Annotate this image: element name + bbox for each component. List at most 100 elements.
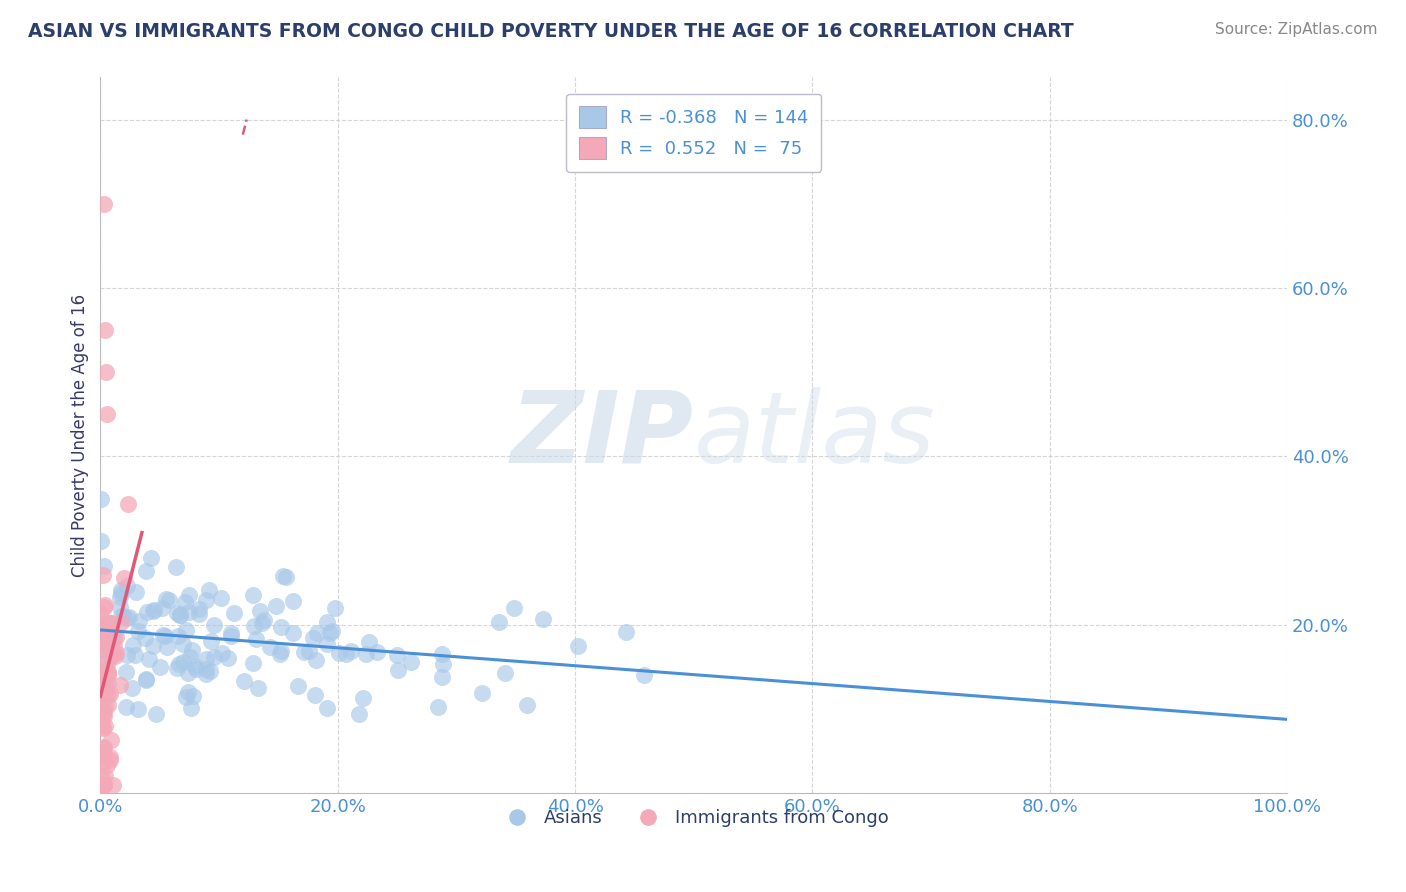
Point [502,600,524,615]
Point [115,611,138,625]
Point [91,747,114,761]
Point [135,564,157,578]
Point [305,653,328,667]
Point [110,615,132,629]
Point [125,584,148,599]
Point [165,559,187,574]
Point [184,659,207,673]
Point [177,685,200,699]
Point [97,655,120,669]
Point [118,609,141,624]
Point [91,637,114,651]
Point [488,615,510,630]
Point [567,639,589,653]
Point [89,607,111,621]
Point [115,700,138,714]
Point [98,615,121,630]
Point [94,598,117,612]
Point [174,623,197,637]
Point [93,721,115,735]
Point [91,778,114,792]
Point [94,323,117,337]
Legend: Asians, Immigrants from Congo: Asians, Immigrants from Congo [492,802,896,834]
Point [115,648,138,662]
Point [97,667,120,681]
Point [316,615,339,629]
Point [169,608,191,623]
Point [93,668,115,682]
Point [352,691,374,706]
Point [186,662,208,676]
Point [281,593,304,607]
Point [179,650,201,665]
Point [633,668,655,682]
Point [298,644,321,658]
Point [166,661,188,675]
Point [93,778,115,792]
Point [366,645,388,659]
Point [194,651,217,665]
Point [93,621,115,635]
Point [316,701,339,715]
Point [211,646,233,660]
Point [143,602,166,616]
Point [110,678,132,692]
Point [97,665,120,680]
Point [470,686,492,700]
Point [124,648,146,662]
Point [269,647,291,661]
Point [181,689,204,703]
Point [91,756,114,770]
Point [181,643,204,657]
Point [304,688,326,702]
Point [90,673,112,688]
Point [93,750,115,764]
Point [174,690,197,704]
Point [117,497,139,511]
Point [340,643,363,657]
Point [253,613,276,627]
Point [138,652,160,666]
Point [98,649,121,664]
Point [177,588,200,602]
Point [94,719,117,733]
Point [96,656,118,670]
Point [242,619,264,633]
Point [494,666,516,681]
Point [135,673,157,687]
Point [172,637,194,651]
Point [103,631,125,645]
Point [115,579,138,593]
Point [430,648,453,662]
Point [321,624,343,639]
Point [135,672,157,686]
Point [110,608,132,623]
Point [103,778,125,792]
Point [516,698,538,713]
Point [91,778,114,792]
Point [94,627,117,641]
Point [121,681,143,695]
Point [217,650,239,665]
Point [100,649,122,664]
Point [432,657,454,671]
Point [246,681,269,696]
Point [98,750,121,764]
Point [219,626,242,640]
Point [100,732,122,747]
Point [180,701,202,715]
Point [387,664,409,678]
Point [152,628,174,642]
Text: ZIP: ZIP [510,387,693,483]
Point [90,673,112,687]
Point [287,679,309,693]
Point [301,632,323,646]
Point [94,669,117,683]
Point [128,614,150,628]
Point [105,631,128,645]
Point [91,640,114,655]
Point [167,629,190,643]
Point [91,681,114,696]
Point [307,626,329,640]
Point [91,666,114,681]
